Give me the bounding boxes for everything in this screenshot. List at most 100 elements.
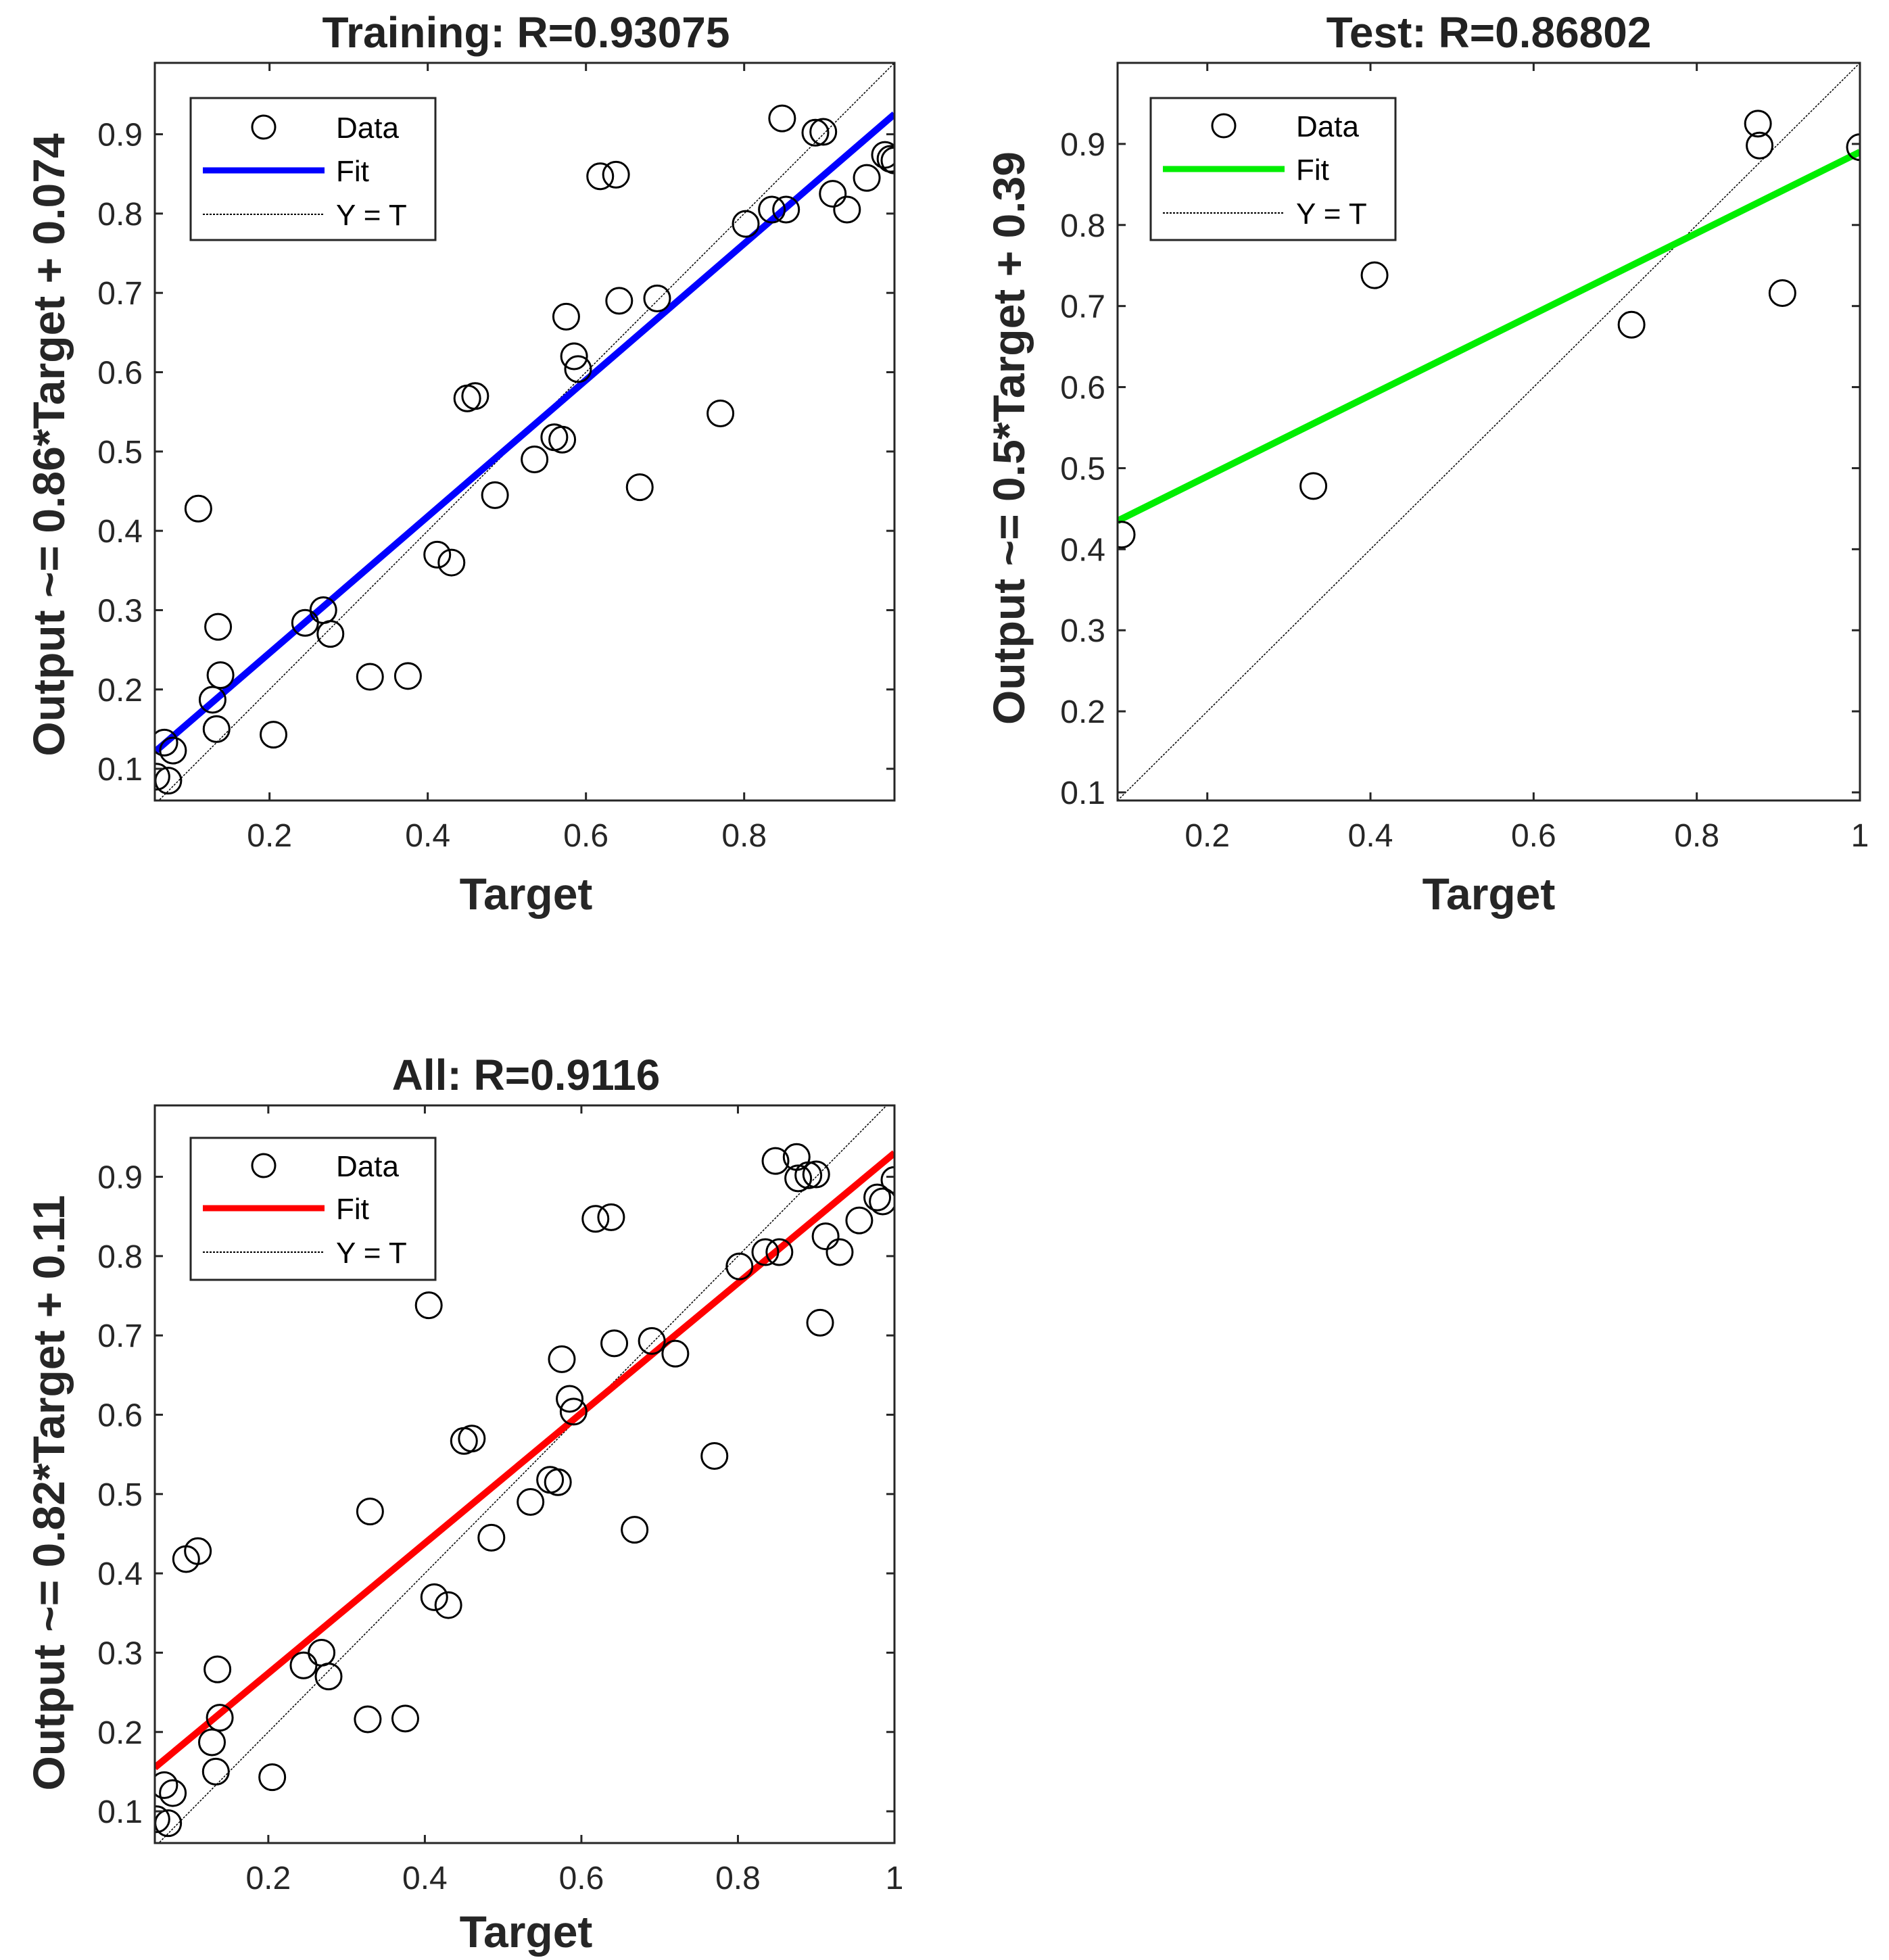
all-data-point [784,1164,813,1193]
training-data-point [605,287,633,315]
training-y-tick-label: 0.9 [97,118,143,153]
all-data-point [477,1523,506,1552]
all-data-point [391,1704,419,1733]
test-y-tick-label: 0.9 [1060,127,1105,163]
legend-identity-label: Y = T [336,199,407,232]
all-data-point [638,1326,666,1355]
training-data-point [316,620,345,648]
all-y-tick-label: 0.8 [97,1239,143,1275]
training-x-tick-label: 0.8 [721,818,767,854]
test-data-point [1360,261,1389,289]
test-y-tick-label: 0.8 [1060,208,1105,244]
all-data-point [597,1203,625,1231]
training-data-point [853,164,881,192]
training-data-point [260,721,288,749]
all-data-point [206,1704,234,1732]
test-y-tick-label: 0.7 [1060,289,1105,325]
training-data-point [356,663,384,691]
all-data-point [725,1252,754,1281]
training-data-point [602,160,630,189]
training-data-point [833,195,861,224]
all-xlabel: Target [460,1907,593,1957]
test-x-tick-label: 1 [1851,818,1869,854]
all-ylabel: Output ~= 0.82*Target + 0.11 [24,1195,74,1791]
all-y-tick-label: 0.5 [97,1477,143,1513]
all-axes-frame [153,1104,896,1844]
test-x-tick-label: 0.8 [1674,818,1719,854]
all-data-point [761,1147,790,1175]
training-y-tick-label: 0.1 [97,752,143,788]
test-y-tick-label: 0.5 [1060,451,1105,487]
training-data-point [552,302,580,331]
test-ylabel: Output ~= 0.5*Target + 0.39 [984,151,1034,725]
training-data-point [155,728,178,757]
all-y-tick-label: 0.2 [97,1715,143,1751]
training-data-point [625,473,654,502]
training-data-point [772,195,800,224]
all-data-point [556,1385,584,1413]
all-identity-line [158,1105,888,1843]
training-data-point [423,540,452,569]
training-axes-frame [153,62,896,802]
test-y-tick-label: 0.2 [1060,694,1105,730]
all-x-tick-label: 0.2 [245,1861,291,1896]
training-data-point [461,382,489,410]
all-data-point [198,1728,226,1756]
legend-identity-label: Y = T [336,1237,407,1270]
training-x-tick-label: 0.4 [405,818,450,854]
test-y-tick-label: 0.4 [1060,532,1105,568]
legend-data-marker [251,1153,277,1178]
training-data-point [481,481,509,509]
all-y-tick-label: 0.6 [97,1398,143,1434]
training-data-point [155,763,170,791]
all-data-point [201,1757,230,1786]
all-data-point [155,1805,170,1834]
legend-fit-label: Fit [1296,153,1329,187]
training-y-tick-label: 0.4 [97,514,143,550]
all-data-point [806,1308,834,1337]
all-y-tick-label: 0.3 [97,1635,143,1671]
training-identity-line [158,63,894,800]
test-data-point [1299,472,1328,500]
all-data-point [880,1166,894,1194]
all-data-point [458,1425,486,1453]
training-x-tick-label: 0.2 [247,818,292,854]
test-y-tick-label: 0.3 [1060,613,1105,649]
training-data-point [560,342,588,371]
legend-fit-label: Fit [336,155,369,188]
all-data-point [811,1222,840,1251]
test-y-tick-label: 0.1 [1060,775,1105,811]
training-panel: Training: R=0.93075 Output ~= 0.86*Targe… [24,8,896,919]
training-y-tick-label: 0.7 [97,276,143,312]
training-title: Training: R=0.93075 [322,8,730,57]
training-data-point [732,210,760,238]
all-title: All: R=0.9116 [392,1051,661,1099]
test-axes-frame [1116,62,1861,802]
test-xlabel: Target [1422,869,1556,919]
all-y-tick-label: 0.7 [97,1318,143,1354]
training-data-point [707,400,735,428]
all-data-point [159,1779,187,1807]
training-data-point [768,104,796,133]
all-data-point [581,1205,610,1233]
all-data-point [802,1160,830,1189]
all-data-point [765,1238,794,1266]
all-data-point [869,1187,894,1216]
all-data-point [184,1537,212,1565]
all-y-tick-label: 0.1 [97,1794,143,1830]
all-data-point [314,1663,343,1691]
all-data-point [420,1583,448,1611]
training-data-point [880,146,894,174]
training-data-point [184,494,212,523]
training-data-point [521,446,549,474]
all-data-point [700,1442,729,1471]
all-data-point [661,1339,690,1368]
legend-data-label: Data [336,1150,399,1183]
legend-data-label: Data [336,112,399,145]
training-y-tick-label: 0.3 [97,593,143,629]
test-x-tick-label: 0.2 [1185,818,1230,854]
legend-identity-label: Y = T [1296,197,1367,231]
test-y-tick-label: 0.6 [1060,371,1105,406]
all-data-point [414,1291,443,1320]
training-legend: Data Fit Y = T [189,97,437,241]
